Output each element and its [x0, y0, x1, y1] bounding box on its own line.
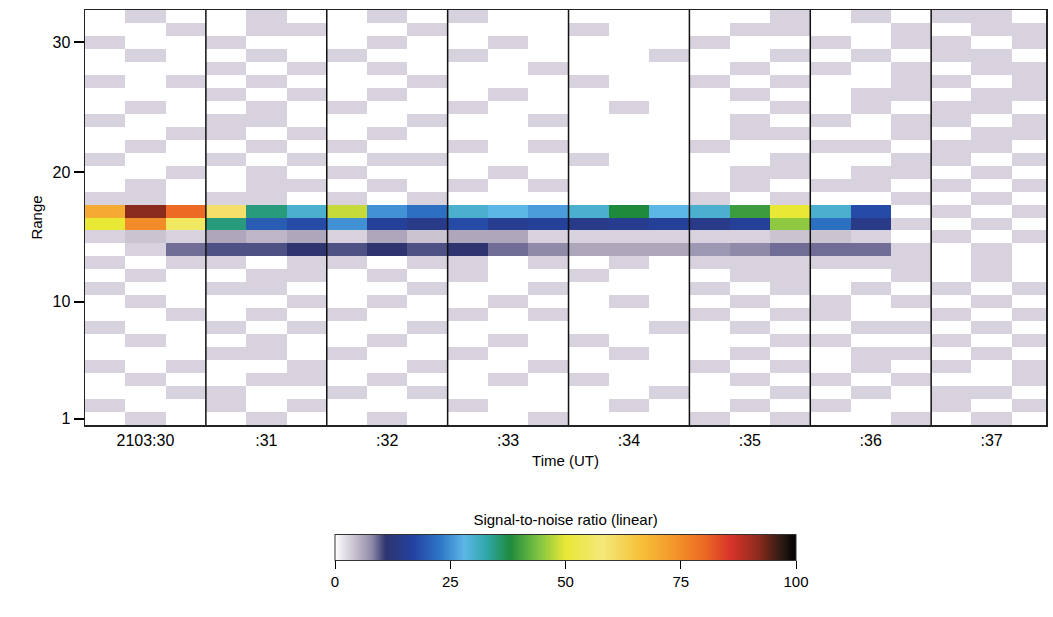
svg-text::35: :35 — [739, 432, 761, 449]
svg-text:30: 30 — [53, 34, 71, 51]
svg-text::36: :36 — [860, 432, 882, 449]
svg-text:20: 20 — [53, 164, 71, 181]
svg-text:Signal-to-noise ratio (linear): Signal-to-noise ratio (linear) — [473, 511, 657, 528]
svg-text:50: 50 — [557, 573, 574, 590]
svg-text:25: 25 — [442, 573, 459, 590]
svg-text:0: 0 — [331, 573, 339, 590]
svg-text:1: 1 — [61, 410, 70, 427]
svg-text:75: 75 — [672, 573, 689, 590]
svg-text:2103:30: 2103:30 — [117, 432, 175, 449]
svg-text::33: :33 — [497, 432, 519, 449]
svg-text:10: 10 — [53, 293, 71, 310]
svg-text::37: :37 — [980, 432, 1002, 449]
svg-text:Time (UT): Time (UT) — [532, 452, 599, 469]
svg-text::32: :32 — [376, 432, 398, 449]
svg-text:100: 100 — [783, 573, 808, 590]
svg-text::34: :34 — [618, 432, 640, 449]
svg-text:Range: Range — [28, 195, 45, 239]
svg-text::31: :31 — [255, 432, 277, 449]
